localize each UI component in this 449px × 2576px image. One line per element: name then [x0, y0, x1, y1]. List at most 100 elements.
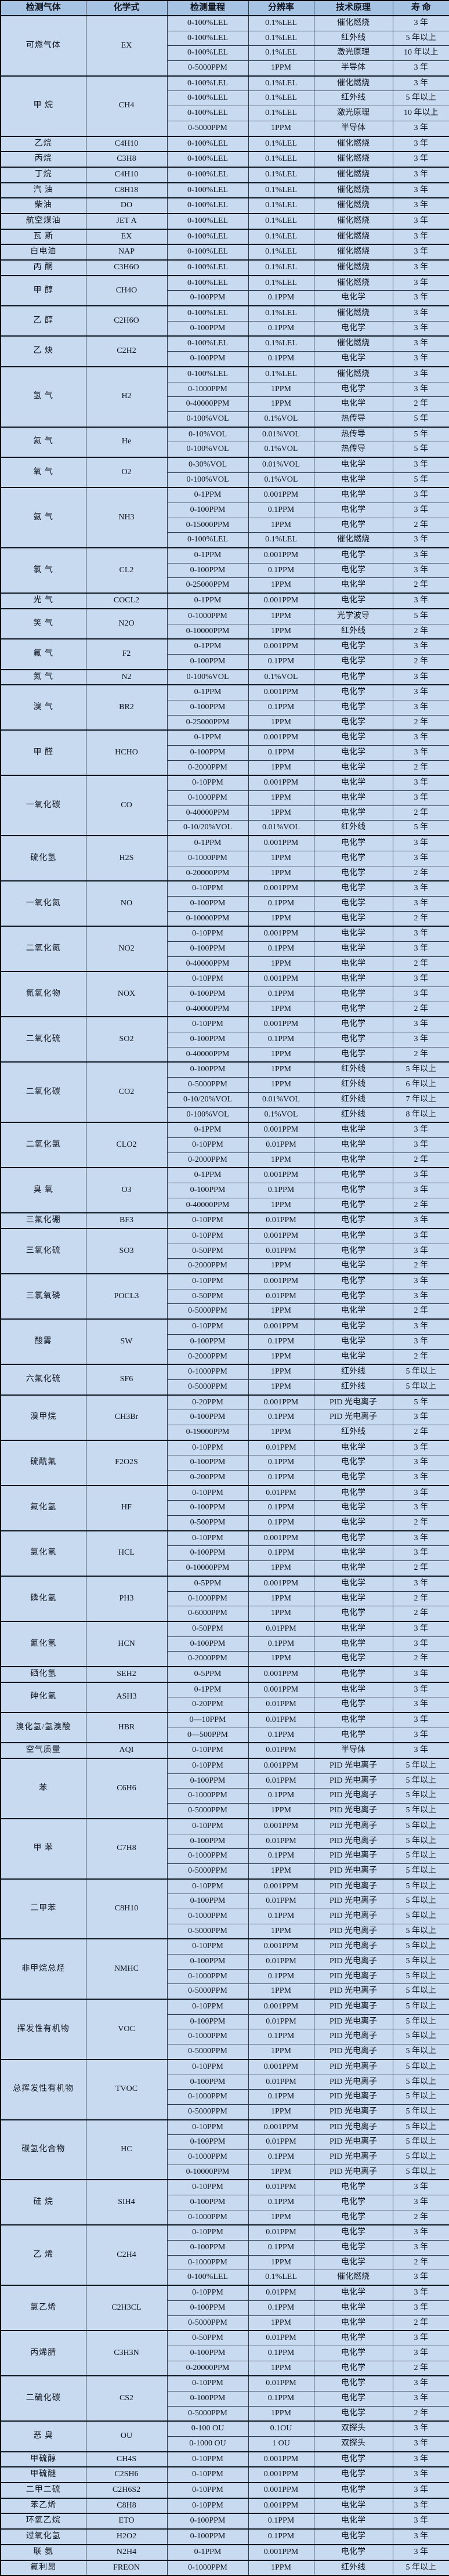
life-cell: 3 年 — [392, 1711, 449, 1728]
formula-cell: C2SH6 — [85, 2466, 168, 2483]
resolution-cell: 0.01PPM — [248, 1833, 314, 1849]
range-cell: 0-5000PPM — [166, 60, 249, 77]
resolution-cell: 1PPM — [248, 1046, 314, 1063]
range-cell: 0-5000PPM — [166, 120, 249, 137]
principle-cell: 电化学 — [313, 2330, 393, 2346]
life-cell: 2 年 — [392, 1515, 449, 1531]
principle-cell: 电化学 — [313, 1575, 393, 1592]
table-row: 0-1000PPM 1PPM 电化学 3 年 — [1, 381, 449, 398]
principle-cell: 电化学 — [313, 1137, 393, 1153]
resolution-cell: 1PPM — [248, 760, 314, 776]
range-cell: 0-100PPM — [166, 1545, 249, 1562]
formula-cell: C4H10 — [85, 135, 168, 152]
formula-cell: F2O2S — [85, 1439, 168, 1486]
resolution-cell: 1PPM — [248, 1923, 314, 1939]
resolution-cell: 0.1%LEL — [248, 135, 314, 152]
formula-cell: CH4 — [85, 75, 168, 136]
principle-cell: 电化学 — [313, 2195, 393, 2210]
table-row: 0-100PPM 0.1PPM 电化学 3 年 — [1, 699, 449, 716]
life-cell: 10 年以上 — [392, 106, 449, 121]
range-cell: 0-100%LEL — [166, 228, 249, 245]
resolution-cell: 0.001PPM — [248, 592, 314, 609]
table-row: 0-1000PPM 0.1PPM PID 光电离子 5 年以上 — [1, 1848, 449, 1864]
gas-name-cell: 白电油 — [0, 244, 86, 261]
range-cell: 0-5000PPM — [166, 1923, 249, 1939]
resolution-cell: 0.01PPM — [248, 1697, 314, 1713]
table-row: 总挥发性有机物 TVOC 0-10PPM 0.001PPM PID 光电离子 5 年以上 — [0, 2058, 449, 2120]
life-cell: 2 年 — [392, 1001, 449, 1017]
table-row: 溴 气 BR2 0-1PPM 0.001PPM 电化学 3 年 — [0, 684, 449, 731]
table-row: 乙 炔 C2H2 0-100%LEL 0.1%LEL 催化燃烧 3 年 — [0, 335, 449, 367]
life-cell: 3 年 — [392, 1484, 449, 1501]
table-row: 0-100PPM 0.1PPM 电化学 3 年 — [1, 1032, 449, 1047]
range-cell: 0-100PPM — [166, 320, 249, 337]
resolution-cell: 1PPM — [248, 60, 314, 77]
gas-name-cell: 空气质量 — [0, 1742, 86, 1759]
range-cell: 0-100%LEL — [166, 274, 249, 291]
principle-cell: 电化学 — [313, 2224, 393, 2241]
life-cell: 2 年 — [392, 577, 449, 594]
table-row: 三氯氧磷 POCL3 0-10PPM 0.001PPM 电化学 3 年 — [0, 1273, 449, 1320]
formula-cell: NOX — [85, 971, 168, 1017]
life-cell: 5 年以上 — [392, 2134, 449, 2150]
table-row: 0-10000PPM 1PPM 电化学 2 年 — [1, 1560, 449, 1577]
principle-cell: 红外线 — [313, 1077, 393, 1093]
formula-cell: O3 — [85, 1167, 168, 1213]
range-cell: 0-10PPM — [166, 2497, 249, 2514]
resolution-cell: 0.001PPM — [248, 2451, 314, 2467]
life-cell: 5 年以上 — [392, 1999, 449, 2015]
range-cell: 0-10PPM — [166, 2482, 249, 2499]
resolution-cell: 1PPM — [248, 2559, 314, 2576]
range-cell: 0-1000PPM — [166, 381, 249, 398]
range-cell: 0-1PPM — [166, 638, 249, 655]
range-cell: 0-100%VOL — [166, 442, 249, 458]
range-cell: 0-5PPM — [166, 1665, 249, 1683]
table-row: 二氧化碳 CO2 0-100PPM 1PPM 红外线 5 年以上 — [0, 1061, 449, 1123]
table-row: 0-5000PPM 1PPM 电化学 2 年 — [1, 2315, 449, 2331]
range-cell: 0-20PPM — [166, 1697, 249, 1713]
resolution-cell: 1PPM — [248, 1364, 314, 1380]
table-row: 0-100PPM 0.01PPM PID 光电离子 5 年以上 — [1, 1833, 449, 1849]
principle-cell: 电化学 — [313, 1500, 393, 1516]
life-cell: 3 年 — [392, 135, 449, 152]
principle-cell: 电化学 — [313, 1606, 393, 1622]
range-cell: 0-100%LEL — [166, 166, 249, 183]
resolution-cell: 0.1PPM — [248, 2195, 314, 2210]
formula-cell: NH3 — [85, 487, 168, 548]
range-cell: 0-10PPM — [166, 2375, 249, 2391]
range-cell: 0-500PPM — [166, 1515, 249, 1531]
principle-cell: 电化学 — [313, 2497, 393, 2514]
formula-cell: C3H6O — [85, 259, 168, 276]
formula-cell: AQI — [85, 1742, 168, 1759]
principle-cell: 电化学 — [313, 850, 393, 866]
life-cell: 3 年 — [392, 381, 449, 398]
gas-name-cell: 氟 气 — [0, 638, 86, 670]
resolution-cell: 0.1PPM — [248, 1515, 314, 1531]
gas-name-cell: 溴化氢/氢溴酸 — [0, 1711, 86, 1743]
gas-name-cell: 氯化氢 — [0, 1530, 86, 1577]
table-row: 0-19000PPM 1PPM 红外线 2 年 — [1, 1424, 449, 1441]
table-row: 0-20000PPM 1PPM 电化学 2 年 — [1, 865, 449, 881]
principle-cell: 电化学 — [313, 472, 393, 488]
life-cell: 3 年 — [392, 1334, 449, 1350]
life-cell: 3 年 — [392, 1665, 449, 1683]
principle-cell: 电化学 — [313, 547, 393, 563]
principle-cell: PID 光电离子 — [313, 2044, 393, 2060]
table-row: 酸雾 SW 0-10PPM 0.001PPM 电化学 3 年 — [0, 1318, 449, 1365]
range-cell: 0-10PPM — [166, 2058, 249, 2075]
principle-cell: 电化学 — [313, 1243, 393, 1259]
formula-cell: COCL2 — [85, 592, 168, 609]
life-cell: 3 年 — [392, 335, 449, 352]
resolution-cell: 0.001PPM — [248, 1394, 314, 1411]
table-row: 0-1000PPM 1PPM 电化学 3 年 — [1, 790, 449, 806]
range-cell: 0-5000PPM — [166, 1303, 249, 1320]
life-cell: 2 年 — [392, 1591, 449, 1607]
table-row: 丙烷 C3H8 0-100%LEL 0.1%LEL 催化燃烧 3 年 — [0, 151, 449, 168]
principle-cell: PID 光电离子 — [313, 2149, 393, 2165]
formula-cell: C2H4 — [85, 2224, 168, 2286]
formula-cell: C2H6O — [85, 305, 168, 337]
gas-name-cell: 甲 苯 — [0, 1818, 86, 1880]
range-cell: 0-10PPM — [166, 1758, 249, 1774]
table-row: 氯乙烯 C2H3CL 0-10PPM 0.01PPM 电化学 3 年 — [0, 2285, 449, 2331]
table-row: 0-200PPM 0.1PPM 电化学 3 年 — [1, 1469, 449, 1486]
